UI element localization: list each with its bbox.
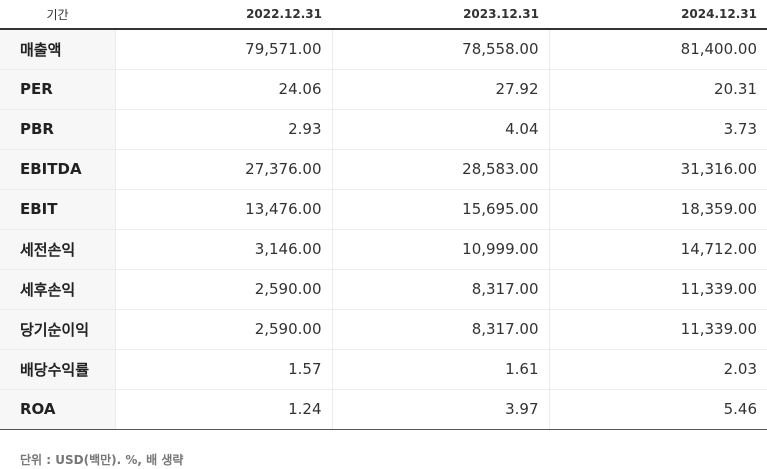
cell-value: 1.57 [114,349,332,390]
cell-value: 14,712.00 [548,228,767,270]
cell-value: 11,339.00 [548,269,767,310]
cell-value: 81,400.00 [548,29,767,70]
row-label: EBITDA [0,149,115,190]
row-label: PBR [0,109,115,150]
header-period-2022: 2022.12.31 [115,0,332,30]
table-row-roa: ROA 1.24 3.97 5.46 [0,389,767,430]
table-row-per: PER 24.06 27.92 20.31 [0,69,767,110]
table-row-ebitda: EBITDA 27,376.00 28,583.00 31,316.00 [0,149,767,190]
row-label: ROA [0,389,115,430]
header-period-2024: 2024.12.31 [549,0,767,30]
row-label: 당기순이익 [0,309,115,350]
cell-value: 10,999.00 [331,228,549,270]
row-label: 매출액 [0,29,115,70]
cell-value: 27.92 [331,69,549,110]
unit-note: 단위 : USD(백만). %, 배 생략 [20,453,184,467]
cell-value: 18,359.00 [548,189,767,230]
header-row: 기간 2022.12.31 2023.12.31 2024.12.31 [0,0,767,30]
cell-value: 28,583.00 [331,149,549,190]
row-label: 배당수익률 [0,349,115,390]
cell-value: 20.31 [548,69,767,110]
table-header: 기간 2022.12.31 2023.12.31 2024.12.31 [0,0,767,30]
row-label: PER [0,69,115,110]
financial-table: 기간 2022.12.31 2023.12.31 2024.12.31 매출액 … [0,0,767,430]
table-row-dividend-yield: 배당수익률 1.57 1.61 2.03 [0,349,767,390]
row-label: 세후손익 [0,269,115,310]
cell-value: 8,317.00 [331,269,549,310]
cell-value: 3.97 [331,389,549,430]
table-row-pretax-income: 세전손익 3,146.00 10,999.00 14,712.00 [0,228,767,270]
cell-value: 79,571.00 [114,29,332,70]
cell-value: 13,476.00 [114,189,332,230]
cell-value: 15,695.00 [331,189,549,230]
cell-value: 3.73 [548,109,767,150]
table-row-ebit: EBIT 13,476.00 15,695.00 18,359.00 [0,189,767,230]
cell-value: 11,339.00 [548,309,767,350]
cell-value: 78,558.00 [331,29,549,70]
cell-value: 31,316.00 [548,149,767,190]
cell-value: 1.24 [114,389,332,430]
cell-value: 2.93 [114,109,332,150]
header-period-2023: 2023.12.31 [332,0,549,30]
cell-value: 4.04 [331,109,549,150]
cell-value: 2,590.00 [114,269,332,310]
table-row-after-tax-income: 세후손익 2,590.00 8,317.00 11,339.00 [0,269,767,310]
header-period-label: 기간 [0,0,115,30]
cell-value: 27,376.00 [114,149,332,190]
cell-value: 24.06 [114,69,332,110]
cell-value: 2,590.00 [114,309,332,350]
table-row-net-income: 당기순이익 2,590.00 8,317.00 11,339.00 [0,309,767,350]
row-label: EBIT [0,189,115,230]
cell-value: 8,317.00 [331,309,549,350]
table-row-revenue: 매출액 79,571.00 78,558.00 81,400.00 [0,29,767,70]
cell-value: 3,146.00 [114,228,332,270]
cell-value: 2.03 [548,349,767,390]
table-body: 매출액 79,571.00 78,558.00 81,400.00 PER 24… [0,29,767,430]
table-row-pbr: PBR 2.93 4.04 3.73 [0,109,767,150]
cell-value: 5.46 [548,389,767,430]
row-label: 세전손익 [0,228,115,270]
cell-value: 1.61 [331,349,549,390]
